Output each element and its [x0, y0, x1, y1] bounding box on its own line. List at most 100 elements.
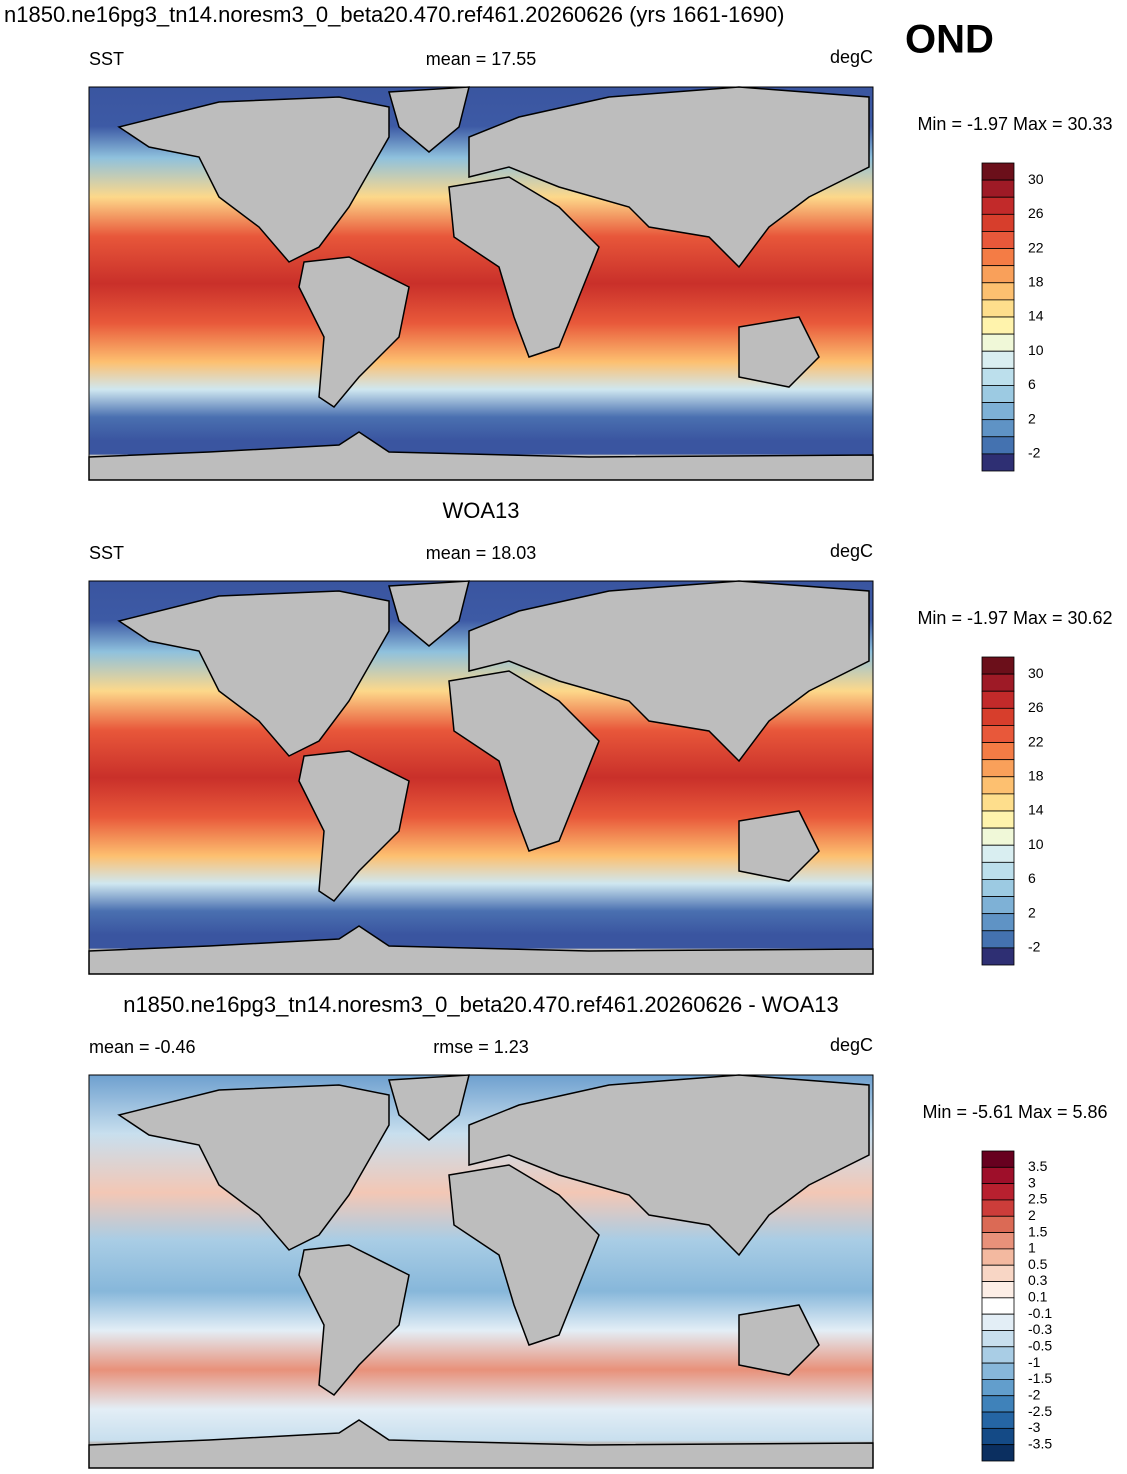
colorbar-box	[981, 385, 1015, 403]
colorbar-box	[981, 947, 1015, 966]
colorbar-box	[981, 913, 1015, 932]
colorbar-box	[981, 1444, 1015, 1462]
colorbar-label: -3	[1028, 1419, 1041, 1435]
units-label: degC	[830, 541, 873, 561]
colorbar-box	[981, 453, 1015, 472]
colorbar-label: 22	[1028, 733, 1044, 749]
colorbar-box	[981, 776, 1015, 795]
colorbar-box	[981, 333, 1015, 352]
map-frame	[88, 1074, 874, 1469]
colorbar-box	[981, 265, 1015, 284]
colorbar-box	[981, 196, 1015, 215]
colorbar-label: 2.5	[1028, 1191, 1048, 1207]
figure-title: n1850.ne16pg3_tn14.noresm3_0_beta20.470.…	[4, 2, 784, 27]
left-label: SST	[89, 49, 124, 69]
colorbar-box	[981, 1150, 1015, 1168]
minmax-label: Min = -5.61 Max = 5.86	[922, 1102, 1107, 1122]
map-frame	[88, 86, 874, 481]
colorbar-label: 2	[1028, 1207, 1036, 1223]
colorbar-label: -0.5	[1028, 1337, 1052, 1353]
colorbar-box	[981, 231, 1015, 249]
colorbar-label: 0.3	[1028, 1272, 1048, 1288]
colorbar-box	[981, 316, 1015, 335]
colorbar-box	[981, 1379, 1015, 1397]
colorbar-box	[981, 879, 1015, 897]
colorbar-label: 26	[1028, 205, 1044, 221]
map	[88, 1074, 874, 1469]
colorbar-label: 10	[1028, 342, 1044, 358]
colorbar-label: -1.5	[1028, 1370, 1052, 1386]
colorbar-label: -2	[1028, 445, 1041, 461]
colorbar-box	[981, 1330, 1015, 1348]
colorbar-box	[981, 673, 1015, 692]
colorbar-label: 3.5	[1028, 1158, 1048, 1174]
units-label: degC	[830, 1035, 873, 1055]
units-label: degC	[830, 47, 873, 67]
colorbar-label: 6	[1028, 870, 1036, 886]
colorbar-box	[981, 367, 1015, 386]
colorbar-box	[981, 690, 1015, 709]
colorbar-box	[981, 162, 1015, 181]
colorbar-label: 14	[1028, 308, 1044, 324]
colorbar-box	[981, 1183, 1015, 1201]
colorbar-box	[981, 1346, 1015, 1364]
colorbar-label: 22	[1028, 239, 1044, 255]
colorbar-label: -2.5	[1028, 1403, 1052, 1419]
colorbar-box	[981, 1166, 1015, 1185]
colorbar-box	[981, 844, 1015, 863]
colorbar-box	[981, 1248, 1015, 1266]
colorbar-label: 2	[1028, 410, 1036, 426]
colorbar-box	[981, 419, 1015, 438]
colorbar-label: 18	[1028, 273, 1044, 289]
colorbar-box	[981, 1264, 1015, 1282]
colorbar-box	[981, 1215, 1015, 1233]
colorbar-box	[981, 725, 1015, 743]
colorbar-label: 0.5	[1028, 1256, 1048, 1272]
colorbar-label: 3	[1028, 1174, 1036, 1190]
colorbar-box	[981, 1281, 1015, 1299]
colorbar-label: 30	[1028, 171, 1044, 187]
colorbar-box	[981, 656, 1015, 675]
colorbar-box	[981, 299, 1015, 318]
colorbar-label: 26	[1028, 699, 1044, 715]
minmax-label: Min = -1.97 Max = 30.62	[917, 608, 1112, 628]
season-label: OND	[905, 18, 994, 62]
center-label: mean = 18.03	[426, 543, 537, 563]
colorbar-label: 6	[1028, 376, 1036, 392]
colorbar-label: -0.1	[1028, 1305, 1052, 1321]
colorbar-box	[981, 1362, 1015, 1380]
colorbar-box	[981, 179, 1015, 198]
colorbar-box	[981, 793, 1015, 812]
colorbar-box	[981, 1297, 1015, 1315]
colorbar-box	[981, 707, 1015, 726]
colorbar-label: 18	[1028, 767, 1044, 783]
colorbar-label: 1.5	[1028, 1223, 1048, 1239]
colorbar-label: 14	[1028, 802, 1044, 818]
map-frame	[88, 580, 874, 975]
colorbar-box	[981, 1232, 1015, 1250]
colorbar-box	[981, 1395, 1015, 1413]
colorbar-box	[981, 436, 1015, 455]
minmax-label: Min = -1.97 Max = 30.33	[917, 114, 1112, 134]
colorbar-label: 2	[1028, 904, 1036, 920]
colorbar-label: -3.5	[1028, 1435, 1052, 1451]
colorbar-box	[981, 827, 1015, 846]
colorbar-box	[981, 213, 1015, 232]
left-label: mean = -0.46	[89, 1037, 196, 1057]
left-label: SST	[89, 543, 124, 563]
map	[88, 580, 874, 975]
colorbar-box	[981, 1313, 1015, 1331]
map	[88, 86, 874, 481]
colorbar-box	[981, 930, 1015, 949]
center-label: mean = 17.55	[426, 49, 537, 69]
colorbar-box	[981, 759, 1015, 778]
colorbar-label: -2	[1028, 1386, 1041, 1402]
center-label: rmse = 1.23	[433, 1037, 529, 1057]
colorbar-label: -2	[1028, 939, 1041, 955]
colorbar-box	[981, 896, 1015, 915]
colorbar-box	[981, 282, 1015, 301]
colorbar-label: 0.1	[1028, 1289, 1048, 1305]
panel-heading: WOA13	[442, 498, 519, 523]
colorbar-label: 1	[1028, 1240, 1036, 1256]
